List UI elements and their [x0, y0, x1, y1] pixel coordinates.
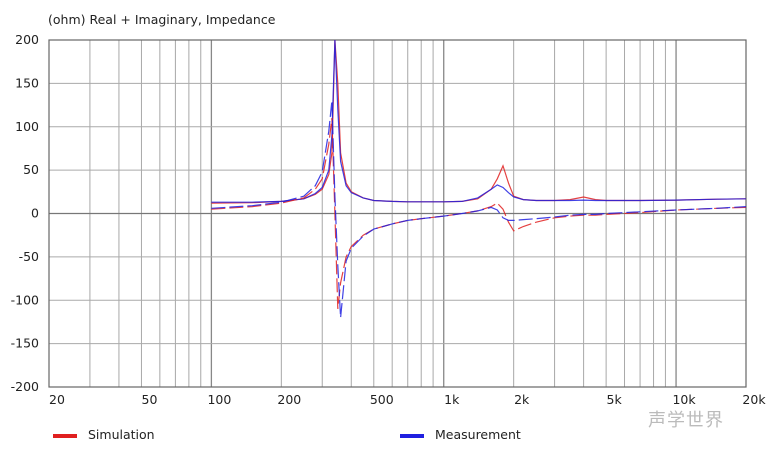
series-measurement-imaginary	[211, 100, 747, 318]
legend-swatch-simulation	[53, 434, 77, 438]
x-tick-label: 100	[207, 392, 231, 407]
x-tick-label: 500	[370, 392, 394, 407]
y-tick-label: 200	[15, 32, 39, 47]
x-tick-label: 1k	[444, 392, 460, 407]
series-simulation-imaginary	[211, 118, 747, 309]
series-measurement-real	[211, 39, 747, 203]
y-tick-label: -150	[11, 336, 39, 351]
y-tick-label: 0	[31, 206, 39, 221]
legend-swatch-measurement	[400, 434, 424, 438]
plot-frame	[48, 39, 747, 388]
x-tick-label: 20k	[742, 392, 766, 407]
y-tick-label: -100	[11, 292, 39, 307]
y-tick-label: 50	[23, 162, 39, 177]
legend-label-measurement: Measurement	[435, 427, 521, 442]
watermark: 声学世界	[648, 410, 724, 431]
x-tick-label: 200	[277, 392, 301, 407]
y-tick-label: -50	[19, 249, 39, 264]
x-tick-label: 5k	[607, 392, 623, 407]
x-tick-label: 20	[49, 392, 65, 407]
legend-label-simulation: Simulation	[88, 427, 155, 442]
y-tick-label: 150	[15, 75, 39, 90]
x-tick-label: 2k	[514, 392, 530, 407]
x-tick-label: 50	[142, 392, 158, 407]
x-tick-label: 10k	[672, 392, 696, 407]
y-tick-label: -200	[11, 379, 39, 394]
y-tick-label: 100	[15, 119, 39, 134]
chart-title: (ohm) Real + Imaginary, Impedance	[48, 12, 276, 27]
